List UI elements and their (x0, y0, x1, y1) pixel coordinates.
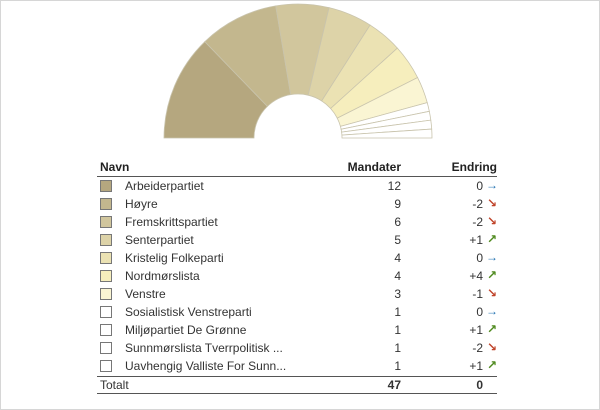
table-row: Høyre 9 -2 ↘ (97, 195, 497, 213)
arrow-right-icon: → (486, 250, 498, 264)
party-name: Sosialistisk Venstreparti (125, 305, 252, 319)
party-name: Miljøpartiet De Grønne (125, 323, 247, 337)
party-seats: 6 (394, 215, 401, 229)
party-change: -2 (472, 215, 483, 229)
party-name: Venstre (125, 287, 166, 301)
party-table: Navn Mandater Endring Arbeiderpartiet 12 0… (97, 157, 498, 394)
seat-segment (163, 41, 268, 139)
party-color-swatch (100, 324, 112, 336)
party-name: Fremskrittspartiet (125, 215, 218, 229)
header-name: Navn (100, 160, 130, 174)
party-seats: 4 (394, 251, 401, 265)
header-seats: Mandater (347, 160, 401, 174)
party-name: Uavhengig Valliste For Sunn... (125, 359, 287, 373)
party-color-swatch (100, 306, 112, 318)
party-change: 0 (476, 179, 483, 193)
table-header: Navn Mandater Endring (97, 157, 497, 177)
arrow-right-icon: → (486, 178, 498, 192)
party-change: -2 (472, 341, 483, 355)
party-color-swatch (100, 216, 112, 228)
table-row: Venstre 3 -1 ↘ (97, 285, 497, 303)
party-seats: 1 (394, 341, 401, 355)
arrow-up-right-icon: ↗ (486, 232, 498, 246)
party-name: Kristelig Folkeparti (125, 251, 224, 265)
table-row: Fremskrittspartiet 6 -2 ↘ (97, 213, 497, 231)
total-row: Totalt 47 0 (97, 376, 497, 394)
party-seats: 12 (387, 179, 401, 193)
total-seats: 47 (387, 378, 401, 392)
party-change: +1 (469, 323, 483, 337)
total-label: Totalt (100, 378, 129, 392)
table-row: Uavhengig Valliste For Sunn... 1 +1 ↗ (97, 357, 497, 375)
table-row: Miljøpartiet De Grønne 1 +1 ↗ (97, 321, 497, 339)
seat-segment (341, 128, 433, 139)
party-color-swatch (100, 342, 112, 354)
table-row: Arbeiderpartiet 12 0 → (97, 177, 498, 195)
arrow-up-right-icon: ↗ (486, 358, 498, 372)
total-change: 0 (476, 378, 483, 392)
table-row: Kristelig Folkeparti 4 0 → (97, 249, 498, 267)
party-seats: 1 (394, 305, 401, 319)
party-seats: 4 (394, 269, 401, 283)
party-change: 0 (476, 251, 483, 265)
party-seats: 5 (394, 233, 401, 247)
arrow-up-right-icon: ↗ (486, 322, 498, 336)
arrow-down-right-icon: ↘ (486, 340, 498, 354)
party-color-swatch (100, 234, 112, 246)
table-row: Sosialistisk Venstreparti 1 0 → (97, 303, 498, 321)
party-seats: 9 (394, 197, 401, 211)
party-name: Høyre (125, 197, 158, 211)
party-seats: 1 (394, 359, 401, 373)
party-rows: Arbeiderpartiet 12 0 → Høyre 9 -2 ↘ Fremskrittsp… (97, 177, 498, 375)
party-change: -2 (472, 197, 483, 211)
arrow-right-icon: → (486, 304, 498, 318)
table-row: Senterpartiet 5 +1 ↗ (97, 231, 497, 249)
party-name: Nordmørslista (125, 269, 200, 283)
party-seats: 3 (394, 287, 401, 301)
party-change: -1 (472, 287, 483, 301)
party-color-swatch (100, 288, 112, 300)
party-name: Arbeiderpartiet (125, 179, 204, 193)
party-change: +4 (469, 269, 483, 283)
party-change: +1 (469, 359, 483, 373)
party-color-swatch (100, 270, 112, 282)
party-change: +1 (469, 233, 483, 247)
table-row: Sunnmørslista Tverrpolitisk ... 1 -2 ↘ (97, 339, 497, 357)
party-color-swatch (100, 252, 112, 264)
arrow-down-right-icon: ↘ (486, 196, 498, 210)
party-color-swatch (100, 360, 112, 372)
arrow-down-right-icon: ↘ (486, 286, 498, 300)
arrow-down-right-icon: ↘ (486, 214, 498, 228)
party-name: Sunnmørslista Tverrpolitisk ... (125, 341, 283, 355)
party-color-swatch (100, 198, 112, 210)
party-change: 0 (476, 305, 483, 319)
header-change: Endring (451, 160, 497, 174)
party-name: Senterpartiet (125, 233, 194, 247)
party-seats: 1 (394, 323, 401, 337)
seat-distribution-chart (163, 3, 433, 139)
arrow-up-right-icon: ↗ (486, 268, 498, 282)
party-color-swatch (100, 180, 112, 192)
table-row: Nordmørslista 4 +4 ↗ (97, 267, 497, 285)
